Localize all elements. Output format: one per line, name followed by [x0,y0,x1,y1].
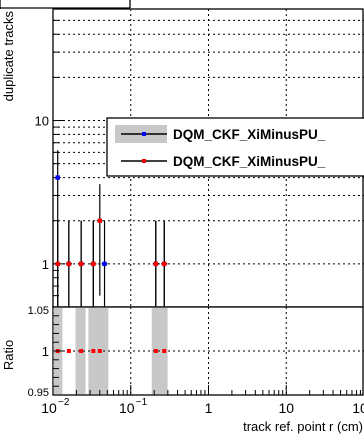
data-point [66,261,72,267]
x-tick-label: 10 [278,400,294,416]
legend-label-0: DQM_CKF_XiMinusPU_ [173,127,326,142]
ratio-point [162,349,167,353]
data-point [97,218,103,223]
data-point [55,261,60,267]
ratio-point [66,349,71,353]
x-tick-label: 102 [352,400,364,416]
legend-marker [142,132,146,136]
ratio-point [153,349,158,353]
lower-y-axis-title: Ratio [1,340,16,370]
y-tick-label-lower: 1.05 [28,305,49,317]
legend: DQM_CKF_XiMinusPU_ DQM_CKF_XiMinusPU_ [106,117,364,177]
x-tick-label-exponent: −2 [58,397,70,408]
data-point [153,261,159,267]
legend-label-1: DQM_CKF_XiMinusPU_ [173,154,326,169]
x-tick-label-base: 10 [119,400,135,416]
lower-grid [52,307,364,395]
data-point [55,175,60,180]
ratio-point [79,349,84,353]
x-tick-label-base: 10 [278,400,294,416]
x-tick-label-base: 10 [352,400,364,416]
data-point [91,261,96,267]
ratio-point [91,349,96,353]
x-axis-title: track ref. point r (cm) [243,419,363,434]
y-tick-label-lower: 0.95 [28,387,49,399]
data-point [162,261,167,267]
x-tick-label-exponent: −1 [136,397,148,408]
y-tick-label-lower: 1 [42,344,49,359]
series-1-upper [54,184,168,307]
y-tick-label-upper: 1 [42,257,49,272]
data-point [102,261,107,267]
x-tick-label-base: 10 [41,400,57,416]
x-tick-label-base: 1 [205,400,213,416]
ratio-point [97,349,102,353]
legend-marker [142,159,146,163]
y-tick-label-upper: 10 [35,114,49,129]
upper-y-axis-title: duplicate tracks [1,11,16,102]
data-point [78,261,84,267]
x-tick-label: 10 −1 [119,397,148,416]
x-tick-label: 1 [205,400,213,416]
x-tick-label: 10 −2 [41,397,70,416]
